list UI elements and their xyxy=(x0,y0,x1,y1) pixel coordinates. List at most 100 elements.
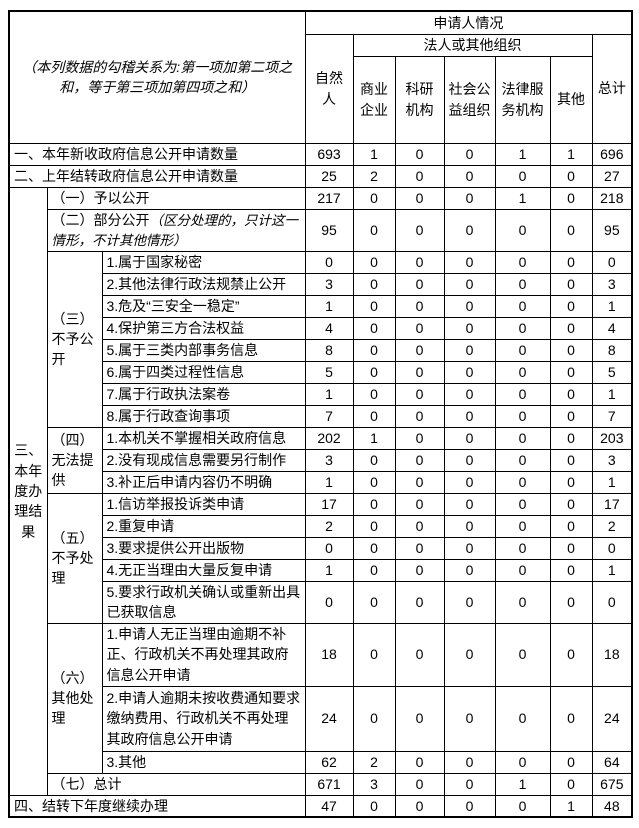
data-cell: 25 xyxy=(304,164,354,188)
data-cell: 1 xyxy=(352,142,396,166)
table-row-refused-7: 7.属于行政执法案卷 1 0 0 0 0 0 1 xyxy=(9,382,633,406)
data-cell: 1 xyxy=(549,794,593,818)
data-cell: 3 xyxy=(304,272,354,296)
column-header-social-welfare-org: 社会公益组织 xyxy=(443,55,496,144)
data-cell: 0 xyxy=(443,186,496,210)
data-cell: 7 xyxy=(591,404,633,428)
row-label: 一、本年新收政府信息公开申请数量 xyxy=(8,142,306,166)
item-label: 2.申请人逾期未按收费通知要求缴纳费用、行政机关不再处理其政府信息公开申请 xyxy=(101,685,306,752)
data-cell: 0 xyxy=(394,316,445,340)
table-row-notprocessed-4: 4.无正当理由大量反复申请 1 0 0 0 0 0 1 xyxy=(9,558,633,582)
data-cell: 0 xyxy=(352,294,396,318)
data-cell: 64 xyxy=(591,750,633,774)
table-row-notprocessed-5: 5.要求行政机关确认或重新出具已获取信息 0 0 0 0 0 0 0 xyxy=(9,580,633,624)
data-cell: 0 xyxy=(494,164,551,188)
data-cell: 1 xyxy=(591,382,633,406)
data-cell: 0 xyxy=(304,250,354,274)
data-cell: 0 xyxy=(443,404,496,428)
table-row-granted: 三、本年度办理结果 （一）予以公开 217 0 0 0 1 0 218 xyxy=(8,186,633,796)
data-cell: 0 xyxy=(494,294,551,318)
data-cell: 2 xyxy=(304,514,354,538)
item-label: 5.属于三类内部事务信息 xyxy=(101,338,306,362)
data-cell: 95 xyxy=(304,208,354,252)
data-cell: 24 xyxy=(591,685,633,752)
item-label: 3.其他 xyxy=(101,750,306,774)
data-cell: 0 xyxy=(494,794,551,818)
data-cell: 0 xyxy=(394,558,445,582)
data-cell: 0 xyxy=(352,470,396,494)
data-cell: 0 xyxy=(394,448,445,472)
data-cell: 0 xyxy=(352,316,396,340)
data-cell: 0 xyxy=(443,470,496,494)
data-cell: 1 xyxy=(494,772,551,796)
data-cell: 0 xyxy=(494,750,551,774)
data-cell: 2 xyxy=(352,750,396,774)
data-cell: 0 xyxy=(549,470,593,494)
data-cell: 0 xyxy=(549,558,593,582)
data-cell: 0 xyxy=(394,382,445,406)
table-row-unable-2: 2.没有现成信息需要另行制作 3 0 0 0 0 0 3 xyxy=(9,448,633,472)
data-cell: 0 xyxy=(352,272,396,296)
data-cell: 0 xyxy=(394,208,445,252)
data-cell: 0 xyxy=(549,514,593,538)
table-row-unable-3: 3.补正后申请内容仍不明确 1 0 0 0 0 0 1 xyxy=(9,470,633,494)
data-cell: 1 xyxy=(591,558,633,582)
data-cell: 1 xyxy=(304,558,354,582)
item-label: 2.没有现成信息需要另行制作 xyxy=(101,448,306,472)
row-label: 四、结转下年度继续办理 xyxy=(8,794,306,818)
group-label-unable: （四）无法提供 xyxy=(46,426,103,494)
table-row-subtotal: （七）总计 671 3 0 0 1 0 675 xyxy=(9,772,633,796)
data-cell: 0 xyxy=(494,316,551,340)
table-row-otherhandling-3: 3.其他 62 2 0 0 0 0 64 xyxy=(9,750,633,774)
data-cell: 0 xyxy=(394,142,445,166)
column-header-total: 总计 xyxy=(591,33,633,144)
data-cell: 0 xyxy=(352,514,396,538)
table-row-carried-from-last-year: 二、上年结转政府信息公开申请数量 25 2 0 0 0 0 27 xyxy=(8,164,633,188)
data-cell: 696 xyxy=(591,142,633,166)
data-cell: 0 xyxy=(352,404,396,428)
data-cell: 1 xyxy=(549,142,593,166)
data-cell: 0 xyxy=(443,426,496,450)
data-cell: 0 xyxy=(549,338,593,362)
data-cell: 217 xyxy=(304,186,354,210)
data-cell: 3 xyxy=(591,272,633,296)
data-cell: 0 xyxy=(394,492,445,516)
header-row-2: 自然人 法人或其他组织 总计 xyxy=(9,33,633,144)
data-cell: 8 xyxy=(591,338,633,362)
data-cell: 0 xyxy=(443,382,496,406)
group-label-other-handling: （六）其他处理 xyxy=(46,622,103,774)
applicant-group-header: 申请人情况 xyxy=(304,10,633,35)
item-label: 1.本机关不掌握相关政府信息 xyxy=(101,426,306,450)
data-cell: 0 xyxy=(549,272,593,296)
data-cell: 1 xyxy=(352,426,396,450)
data-cell: 0 xyxy=(304,536,354,560)
data-cell: 202 xyxy=(304,426,354,450)
data-cell: 47 xyxy=(304,794,354,818)
item-label: 1.属于国家秘密 xyxy=(101,250,306,274)
data-cell: 95 xyxy=(591,208,633,252)
item-label: 2.重复申请 xyxy=(101,514,306,538)
data-cell: 1 xyxy=(494,186,551,210)
data-cell: 0 xyxy=(549,404,593,428)
row-label: （一）予以公开 xyxy=(46,186,306,210)
item-label: 2.其他法律行政法规禁止公开 xyxy=(101,272,306,296)
header-row-1: （本列数据的勾稽关系为:第一项加第二项之和，等于第三项加第四项之和） 申请人情况 xyxy=(8,10,633,144)
data-cell: 0 xyxy=(443,492,496,516)
data-cell: 24 xyxy=(304,685,354,752)
column-header-legal-service-org: 法律服务机构 xyxy=(494,55,551,144)
data-cell: 0 xyxy=(394,404,445,428)
data-cell: 0 xyxy=(549,685,593,752)
data-cell: 0 xyxy=(494,514,551,538)
data-cell: 5 xyxy=(591,360,633,384)
item-label: 8.属于行政查询事项 xyxy=(101,404,306,428)
data-cell: 1 xyxy=(494,142,551,166)
data-cell: 0 xyxy=(394,685,445,752)
data-cell: 0 xyxy=(443,316,496,340)
data-cell: 0 xyxy=(443,360,496,384)
data-cell: 693 xyxy=(304,142,354,166)
data-cell: 1 xyxy=(304,470,354,494)
item-label: 4.无正当理由大量反复申请 xyxy=(101,558,306,582)
data-cell: 1 xyxy=(304,382,354,406)
group-label-not-processed: （五）不予处理 xyxy=(46,492,103,624)
data-cell: 0 xyxy=(394,536,445,560)
